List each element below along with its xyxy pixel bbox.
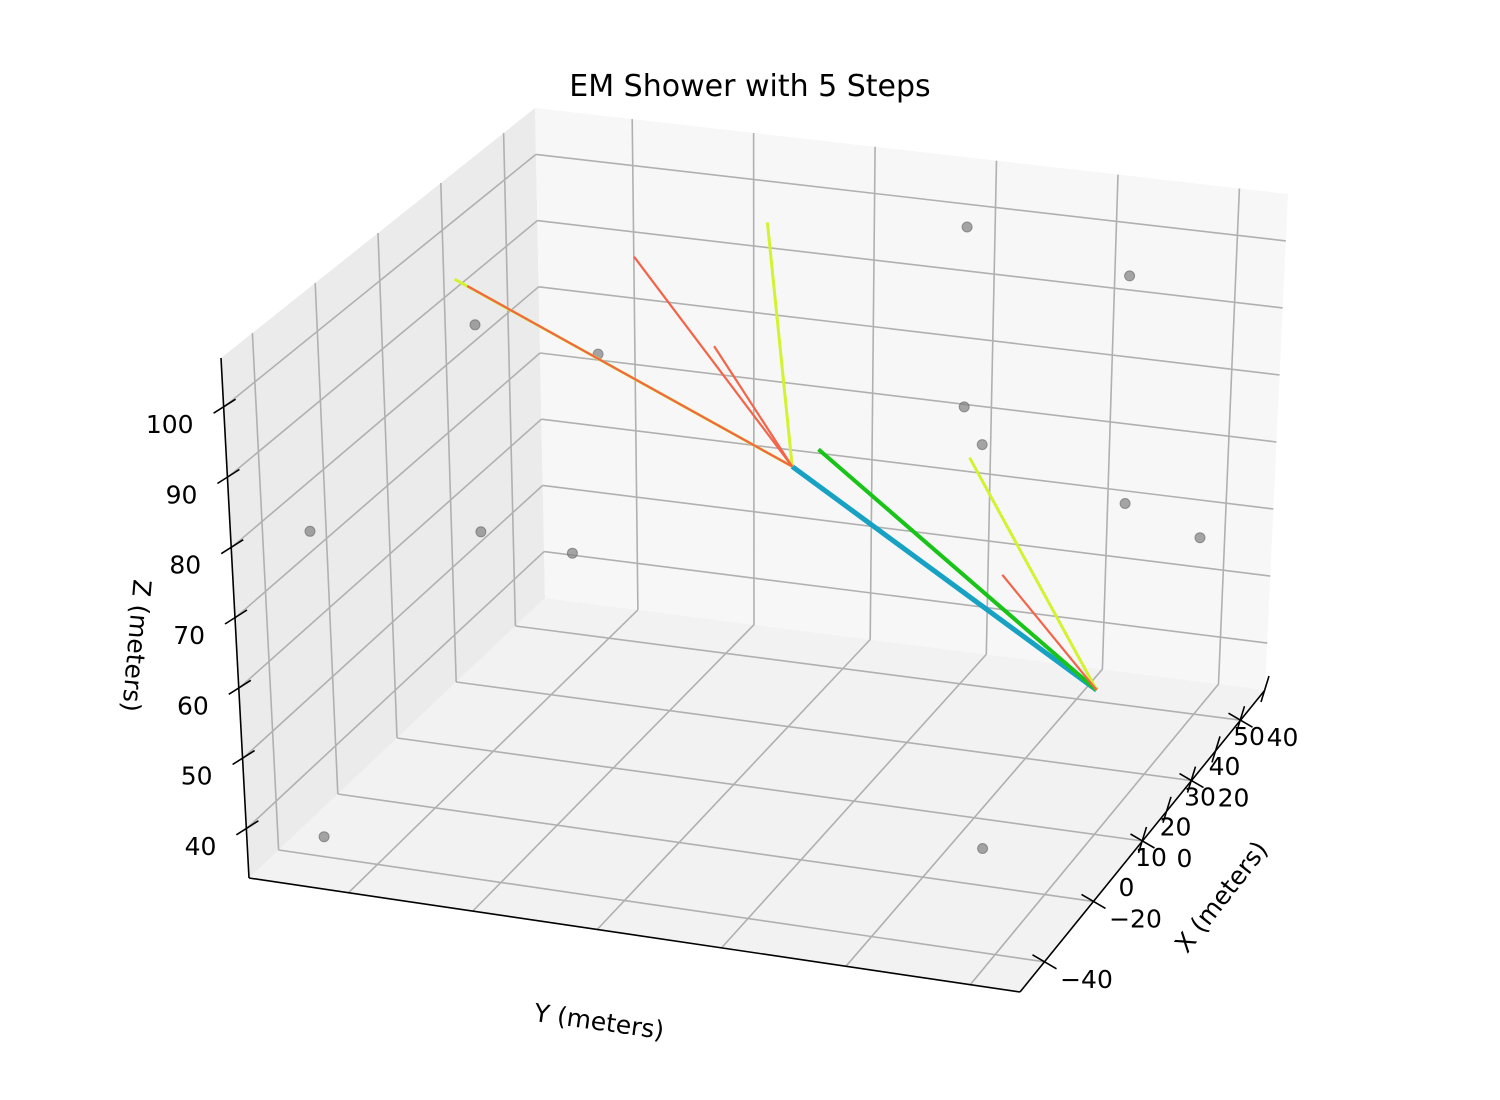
grid-line-y-floor bbox=[969, 683, 1220, 986]
grid-line-z-side bbox=[535, 153, 1286, 242]
z-tick bbox=[213, 398, 237, 414]
x-tick bbox=[1032, 954, 1057, 970]
floor-pane bbox=[249, 598, 1265, 992]
z-tick bbox=[224, 609, 248, 625]
scatter-point bbox=[304, 525, 316, 537]
y-tick bbox=[1235, 705, 1246, 733]
grid-line-z-back bbox=[238, 418, 542, 689]
scatter-point bbox=[977, 843, 989, 854]
grid-line-x-floor bbox=[515, 625, 1241, 721]
back-wall-pane bbox=[221, 108, 545, 878]
z-tick-label: 100 bbox=[146, 410, 194, 439]
scatter-points bbox=[304, 221, 1206, 854]
y-tick bbox=[1137, 826, 1148, 854]
z-axis-label: Z (meters) bbox=[116, 578, 156, 713]
z-tick-label: 60 bbox=[177, 691, 209, 720]
shower-track bbox=[817, 447, 1098, 692]
grid-line-y-floor bbox=[472, 624, 755, 912]
grid-line-y-floor bbox=[845, 668, 1104, 967]
y-tick-label: 50 bbox=[1233, 722, 1265, 751]
scatter-point bbox=[1194, 532, 1206, 544]
scatter-point bbox=[318, 831, 330, 843]
shower-track bbox=[968, 456, 1098, 691]
grid-line-z-side bbox=[539, 352, 1277, 443]
z-tick bbox=[216, 468, 240, 485]
z-tick-label: 50 bbox=[181, 762, 213, 791]
scatter-point bbox=[566, 547, 578, 559]
scatter-point bbox=[976, 439, 988, 451]
grid-line-z-side bbox=[543, 550, 1268, 644]
x-tick-label: 0 bbox=[1177, 844, 1193, 873]
grid-line-z-side bbox=[541, 418, 1274, 510]
z-tick bbox=[235, 820, 259, 836]
grid-line-x-floor bbox=[456, 681, 1192, 782]
x-tick bbox=[1081, 893, 1106, 910]
chart-title: EM Shower with 5 Steps bbox=[569, 69, 930, 104]
x-tick-label: −20 bbox=[1109, 904, 1162, 933]
grid-lines bbox=[223, 119, 1286, 986]
shower-track bbox=[765, 222, 794, 467]
grid-line-y-floor bbox=[347, 609, 639, 894]
z-tick-label: 90 bbox=[166, 481, 198, 510]
grid-line-x-floor bbox=[278, 849, 1045, 963]
grid-line-z-side bbox=[538, 286, 1280, 376]
grid-line-z-back bbox=[242, 484, 544, 760]
z-tick bbox=[232, 749, 256, 766]
shower-track bbox=[466, 285, 793, 468]
tick-marks bbox=[213, 398, 1270, 970]
z-tick-label: 70 bbox=[173, 621, 205, 650]
scatter-point bbox=[1124, 270, 1136, 282]
scatter-point bbox=[958, 401, 970, 413]
y-tick bbox=[1162, 796, 1172, 824]
y-axis-line bbox=[248, 877, 1021, 993]
x-tick-label: 40 bbox=[1267, 723, 1299, 752]
grid-line-z-side bbox=[542, 484, 1271, 577]
shower-track bbox=[713, 345, 794, 468]
scatter-point bbox=[1119, 498, 1131, 509]
grid-line-y-floor bbox=[596, 638, 871, 931]
y-tick bbox=[1260, 675, 1270, 703]
grid-line-y-floor bbox=[720, 653, 987, 949]
y-tick-label: 30 bbox=[1184, 782, 1216, 811]
y-axis-label: Y (meters) bbox=[531, 998, 666, 1045]
scatter-point bbox=[469, 319, 481, 331]
y-tick bbox=[1211, 736, 1221, 763]
z-tick-label: 80 bbox=[169, 551, 201, 580]
grid-line-z-back bbox=[245, 551, 545, 830]
side-wall-pane bbox=[535, 108, 1288, 690]
shower-track bbox=[790, 464, 1099, 693]
shower-track bbox=[633, 256, 794, 468]
scatter-point bbox=[961, 221, 973, 233]
y-tick bbox=[1186, 766, 1197, 793]
scatter-point bbox=[475, 526, 487, 538]
z-tick bbox=[228, 679, 252, 695]
shower-tracks bbox=[453, 222, 1099, 693]
y-tick-label: 40 bbox=[1209, 752, 1241, 781]
grid-line-z-back bbox=[226, 219, 538, 479]
grid-line-z-back bbox=[234, 352, 541, 619]
axis-panes bbox=[221, 108, 1288, 992]
y-tick-label: 0 bbox=[1119, 873, 1135, 902]
x-tick-label: −40 bbox=[1060, 965, 1113, 994]
y-tick-label: 20 bbox=[1160, 813, 1192, 842]
z-tick bbox=[220, 539, 244, 555]
y-tick-label: 10 bbox=[1135, 843, 1167, 872]
grid-line-z-back bbox=[230, 286, 540, 549]
grid-line-z-back bbox=[223, 153, 537, 408]
z-tick-label: 40 bbox=[185, 832, 217, 861]
x-tick-label: 20 bbox=[1218, 784, 1250, 813]
grid-line-z-side bbox=[537, 219, 1283, 309]
grid-line-x-floor bbox=[337, 793, 1094, 903]
shower-track bbox=[1001, 574, 1098, 691]
grid-line-x-floor bbox=[396, 737, 1143, 842]
